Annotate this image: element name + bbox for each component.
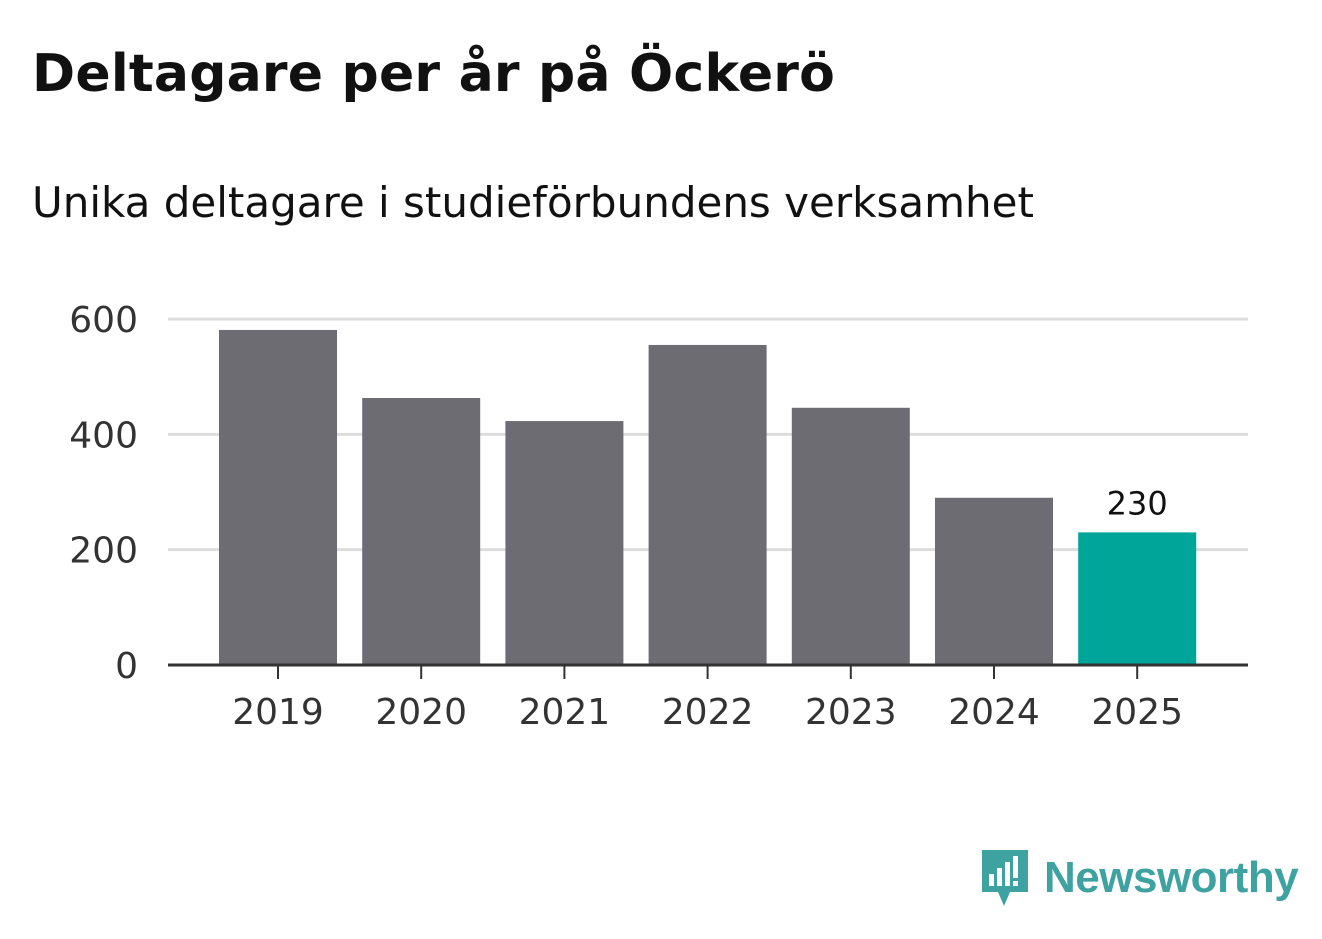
x-tick-label: 2020 — [375, 692, 467, 733]
bar-2022 — [648, 344, 767, 665]
x-tick-label: 2021 — [519, 692, 611, 733]
x-tick-label: 2022 — [662, 692, 754, 733]
newsworthy-logo: Newsworthy — [980, 848, 1299, 908]
y-tick-label: 200 — [69, 531, 138, 572]
chart-title: Deltagare per år på Öckerö — [32, 44, 836, 104]
x-tick-label: 2024 — [948, 692, 1040, 733]
x-tick-label: 2019 — [232, 692, 324, 733]
bar-chart: 0 200 400 600 2019 2020 2021 2022 2023 2024 2025 23… — [69, 300, 1248, 733]
bar-2020 — [362, 398, 481, 665]
logo-text: Newsworthy — [1044, 853, 1299, 902]
bar-2019 — [219, 329, 337, 665]
bar-2024 — [935, 497, 1053, 665]
y-tick-label: 0 — [115, 646, 138, 687]
data-label: 230 — [1107, 484, 1168, 522]
y-tick-label: 400 — [69, 415, 138, 456]
bar-2025 — [1078, 532, 1197, 665]
y-tick-label: 600 — [69, 300, 138, 341]
bar-2021 — [505, 421, 624, 665]
x-tick-label: 2025 — [1091, 692, 1183, 733]
chart-subtitle: Unika deltagare i studieförbundens verks… — [32, 178, 1034, 227]
x-tick-label: 2023 — [805, 692, 897, 733]
newsworthy-bar-chart-icon — [982, 850, 1028, 906]
bar-2023 — [791, 407, 910, 665]
